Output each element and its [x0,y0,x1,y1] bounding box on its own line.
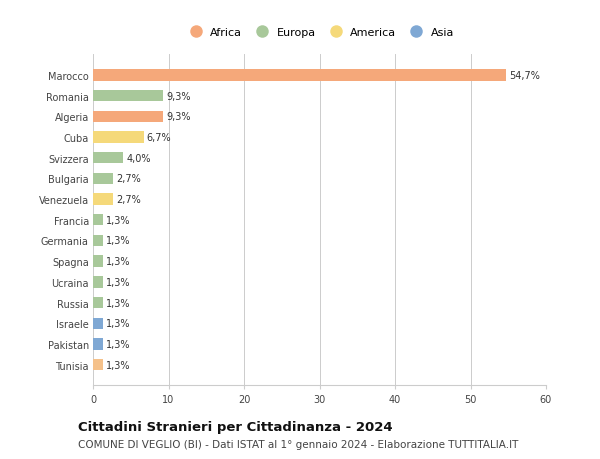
Text: 1,3%: 1,3% [106,236,130,246]
Bar [93,153,123,164]
Bar [93,194,113,205]
Text: 1,3%: 1,3% [106,360,130,370]
Text: 1,3%: 1,3% [106,277,130,287]
Bar [93,91,163,102]
Text: 1,3%: 1,3% [106,215,130,225]
Legend: Africa, Europa, America, Asia: Africa, Europa, America, Asia [181,24,458,41]
Bar [93,174,113,185]
Text: 6,7%: 6,7% [146,133,171,143]
Text: 2,7%: 2,7% [116,174,141,184]
Bar [93,215,103,226]
Text: 1,3%: 1,3% [106,339,130,349]
Bar [93,297,103,308]
Bar [93,70,506,81]
Text: 54,7%: 54,7% [509,71,540,81]
Bar [93,339,103,350]
Bar [93,277,103,288]
Text: 4,0%: 4,0% [126,153,151,163]
Text: Cittadini Stranieri per Cittadinanza - 2024: Cittadini Stranieri per Cittadinanza - 2… [78,420,392,434]
Bar [93,235,103,246]
Bar [93,359,103,370]
Text: 9,3%: 9,3% [166,112,191,122]
Text: COMUNE DI VEGLIO (BI) - Dati ISTAT al 1° gennaio 2024 - Elaborazione TUTTITALIA.: COMUNE DI VEGLIO (BI) - Dati ISTAT al 1°… [78,440,518,449]
Text: 1,3%: 1,3% [106,257,130,267]
Text: 2,7%: 2,7% [116,195,141,205]
Text: 1,3%: 1,3% [106,298,130,308]
Text: 9,3%: 9,3% [166,91,191,101]
Bar [93,132,143,143]
Text: 1,3%: 1,3% [106,319,130,329]
Bar [93,256,103,267]
Bar [93,318,103,329]
Bar [93,112,163,123]
